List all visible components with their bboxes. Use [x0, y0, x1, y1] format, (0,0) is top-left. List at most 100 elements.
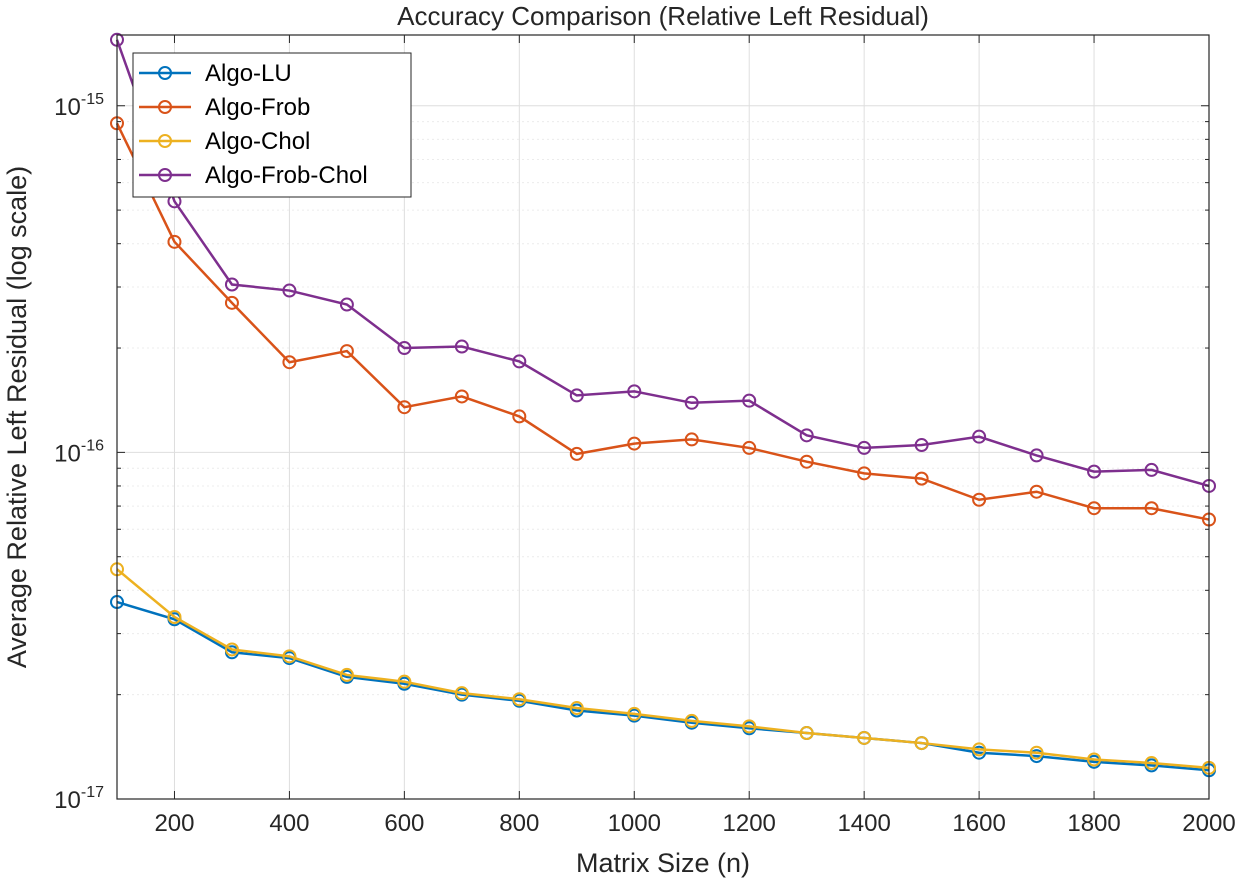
legend-marker: [158, 66, 172, 80]
data-point: [1029, 484, 1044, 499]
y-tick-label: 10-16: [54, 437, 104, 467]
data-point: [799, 454, 814, 469]
legend-item: Algo-LU: [139, 60, 292, 87]
y-tick-exponent: -17: [81, 784, 104, 801]
data-point: [282, 355, 297, 370]
data-point: [972, 492, 987, 507]
series-algo-chol: [110, 562, 1216, 775]
legend-item: Algo-Frob-Chol: [139, 162, 368, 189]
legend-label: Algo-Frob: [205, 94, 310, 121]
x-tick-label: 1400: [837, 810, 890, 837]
data-point: [397, 674, 412, 689]
data-point: [972, 429, 987, 444]
data-point: [339, 297, 354, 312]
data-point: [569, 388, 584, 403]
data-point: [1087, 501, 1102, 516]
data-point: [167, 234, 182, 249]
y-tick-label: 10-17: [54, 784, 104, 814]
data-point: [167, 610, 182, 625]
y-axis-label: Average Relative Left Residual (log scal…: [2, 166, 32, 668]
x-tick-label: 600: [384, 810, 424, 837]
x-tick-label: 2000: [1182, 810, 1235, 837]
x-tick-label: 400: [269, 810, 309, 837]
legend: Algo-LU Algo-Frob Algo-Chol Algo-Frob-Chol: [132, 52, 412, 198]
chart-title: Accuracy Comparison (Relative Left Resid…: [397, 1, 929, 31]
data-point: [282, 283, 297, 298]
data-point: [684, 395, 699, 410]
data-point: [627, 436, 642, 451]
legend-marker: [158, 168, 172, 182]
data-point: [454, 389, 469, 404]
data-point: [512, 692, 527, 707]
series-line: [116, 568, 1210, 770]
data-point: [857, 730, 872, 745]
data-point: [512, 409, 527, 424]
x-tick-label: 1600: [952, 810, 1005, 837]
data-point: [742, 719, 757, 734]
data-point: [1087, 464, 1102, 479]
data-point: [799, 726, 814, 741]
data-point: [454, 686, 469, 701]
legend-label: Algo-Chol: [205, 128, 310, 155]
data-point: [1144, 501, 1159, 516]
data-point: [914, 736, 929, 751]
data-point: [684, 713, 699, 728]
data-point: [1029, 745, 1044, 760]
data-point: [914, 471, 929, 486]
series-layer: [110, 32, 1216, 778]
y-tick-base: 10: [54, 94, 81, 121]
y-tick-label: 10-15: [54, 91, 104, 121]
data-point: [397, 400, 412, 415]
data-point: [972, 742, 987, 757]
data-point: [569, 701, 584, 716]
data-point: [282, 649, 297, 664]
data-point: [224, 295, 239, 310]
y-tick-base: 10: [54, 787, 81, 814]
legend-marker: [158, 100, 172, 114]
data-point: [569, 446, 584, 461]
legend-label: Algo-LU: [205, 60, 292, 87]
data-point: [742, 440, 757, 455]
data-point: [1144, 756, 1159, 771]
data-point: [339, 667, 354, 682]
data-point: [627, 384, 642, 399]
x-tick-label: 1200: [723, 810, 776, 837]
data-point: [512, 354, 527, 369]
ticks: 200 400 600 800 1000 1200 1400 1600 1800 200010-1…: [54, 35, 1236, 837]
data-point: [627, 706, 642, 721]
data-point: [224, 277, 239, 292]
series-line: [116, 600, 1210, 772]
legend-marker: [158, 134, 172, 148]
grid: [117, 35, 1210, 800]
data-point: [742, 393, 757, 408]
x-tick-label: 1800: [1067, 810, 1120, 837]
legend-label: Algo-Frob-Chol: [205, 162, 368, 189]
data-point: [857, 466, 872, 481]
y-tick-exponent: -15: [81, 91, 104, 108]
data-point: [454, 339, 469, 354]
data-point: [397, 341, 412, 356]
x-axis-label: Matrix Size (n): [576, 848, 750, 878]
y-tick-exponent: -16: [81, 437, 104, 454]
data-point: [799, 428, 814, 443]
series-line: [115, 39, 1210, 488]
series-algo-frob: [110, 116, 1216, 527]
data-point: [1029, 448, 1044, 463]
data-point: [339, 344, 354, 359]
data-point: [914, 438, 929, 453]
legend-item: Algo-Chol: [139, 128, 310, 155]
legend-box: [132, 52, 412, 198]
legend-item: Algo-Frob: [139, 94, 310, 121]
x-tick-label: 200: [154, 810, 194, 837]
y-tick-base: 10: [54, 440, 81, 467]
data-point: [224, 642, 239, 657]
series-algo-frob-chol: [110, 32, 1216, 493]
series-line: [115, 122, 1210, 521]
data-point: [1144, 462, 1159, 477]
x-tick-label: 1000: [608, 810, 661, 837]
data-point: [684, 432, 699, 447]
x-tick-label: 800: [499, 810, 539, 837]
data-point: [857, 440, 872, 455]
plot-frame: [116, 34, 1210, 800]
